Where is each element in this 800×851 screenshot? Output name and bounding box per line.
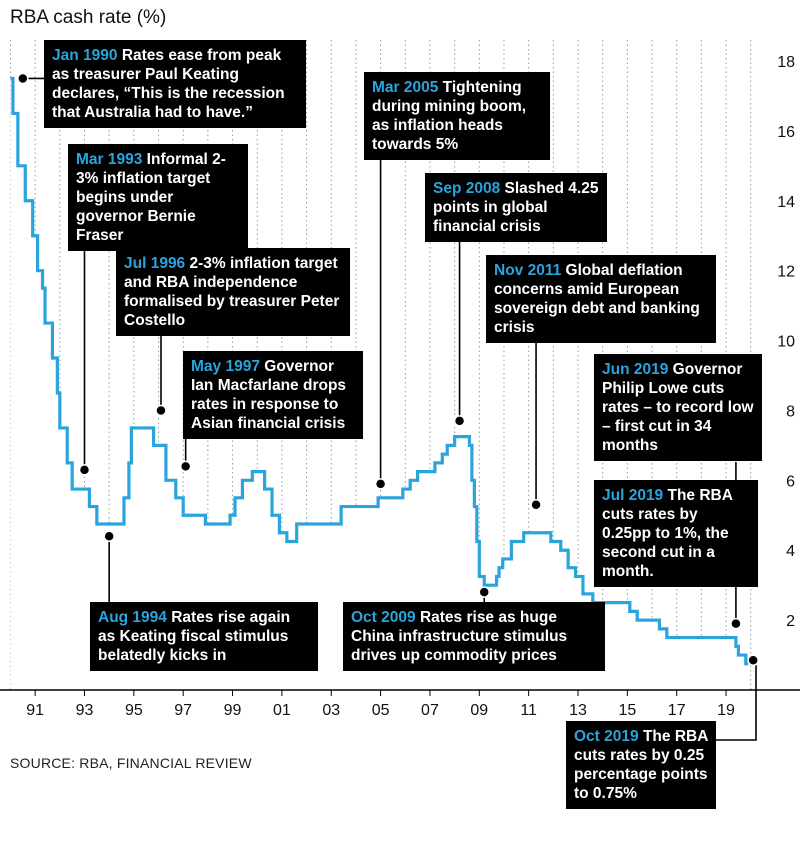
series-area bbox=[10, 78, 749, 690]
series-line bbox=[10, 76, 749, 666]
x-tick-label: 01 bbox=[273, 702, 291, 719]
annotation-date: Jul 1996 bbox=[124, 255, 186, 272]
annotation-jan-1990: Jan 1990 Rates ease from peak as treasur… bbox=[44, 40, 306, 128]
x-tick-label: 11 bbox=[520, 702, 537, 719]
annotation-date: Oct 2009 bbox=[351, 609, 416, 626]
x-axis: 91 93 95 97 99 01 03 05 07 09 11 13 15 17 19 bbox=[0, 689, 800, 719]
annotation-dot bbox=[17, 72, 29, 85]
annotation-oct-2009: Oct 2009 Rates rise as huge China infras… bbox=[343, 602, 605, 671]
annotation-dot bbox=[374, 478, 387, 490]
x-tick-label: 09 bbox=[470, 702, 488, 719]
x-tick-label: 99 bbox=[224, 702, 242, 719]
annotation-date: May 1997 bbox=[191, 358, 260, 375]
y-tick-label: 12 bbox=[777, 264, 795, 281]
annotation-date: Oct 2019 bbox=[574, 728, 639, 745]
annotation-mar-2005: Mar 2005 Tightening during mining boom, … bbox=[364, 72, 550, 160]
annotation-aug-1994: Aug 1994 Rates rise again as Keating fis… bbox=[90, 602, 318, 671]
annotation-oct-2019: Oct 2019 The RBA cuts rates by 0.25 perc… bbox=[566, 721, 716, 809]
y-axis: 2 4 6 8 10 12 14 16 18 bbox=[777, 54, 795, 630]
x-tick-label: 17 bbox=[668, 702, 686, 719]
annotation-text: Governor Ian Macfarlane drops rates in r… bbox=[191, 358, 347, 432]
annotation-nov-2011: Nov 2011 Global deflation concerns amid … bbox=[486, 255, 716, 343]
annotation-date: Nov 2011 bbox=[494, 262, 562, 279]
annotation-dot bbox=[747, 654, 759, 667]
x-tick-label: 19 bbox=[717, 702, 735, 719]
series-line-path bbox=[10, 76, 749, 666]
y-tick-label: 10 bbox=[777, 334, 795, 351]
x-tick-label: 15 bbox=[618, 702, 636, 719]
annotation-text: Rates ease from peak as treasurer Paul K… bbox=[52, 47, 285, 121]
annotation-dot bbox=[78, 464, 91, 476]
x-tick-label: 05 bbox=[372, 702, 390, 719]
y-tick-label: 2 bbox=[786, 613, 795, 630]
annotation-jul-1996: Jul 1996 2-3% inflation target and RBA i… bbox=[116, 248, 350, 336]
annotation-text: 2-3% inflation target and RBA independen… bbox=[124, 255, 340, 329]
area-fill bbox=[10, 78, 749, 690]
annotation-dot bbox=[179, 460, 192, 473]
y-tick-label: 18 bbox=[777, 54, 795, 71]
annotation-date: Jun 2019 bbox=[602, 361, 669, 378]
x-tick-label: 07 bbox=[421, 702, 439, 719]
annotation-sep-2008: Sep 2008 Slashed 4.25 points in global f… bbox=[425, 173, 607, 242]
annotation-dot bbox=[103, 530, 115, 542]
annotation-text: Rates rise as huge China infrastructure … bbox=[351, 609, 568, 664]
annotation-dot bbox=[453, 415, 466, 427]
y-tick-label: 4 bbox=[786, 543, 795, 560]
annotation-dot bbox=[730, 617, 742, 630]
annotation-text: Informal 2-3% inflation target begins un… bbox=[76, 151, 226, 244]
x-tick-label: 95 bbox=[125, 702, 143, 719]
annotation-text: Rates rise again as Keating fiscal stimu… bbox=[98, 609, 291, 664]
annotation-date: Aug 1994 bbox=[98, 609, 167, 626]
x-tick-label: 97 bbox=[174, 702, 192, 719]
annotation-mar-1993: Mar 1993 Informal 2-3% inflation target … bbox=[68, 144, 248, 251]
annotation-dot bbox=[478, 586, 490, 598]
annotation-date: Jan 1990 bbox=[52, 47, 118, 64]
annotation-text: The RBA cuts rates by 0.25pp to 1%, the … bbox=[602, 487, 733, 580]
annotation-text: Global deflation concerns amid European … bbox=[494, 262, 700, 336]
annotation-date: Mar 1993 bbox=[76, 151, 143, 168]
annotation-text: Governor Philip Lowe cuts rates – to rec… bbox=[602, 361, 754, 454]
chart-title: RBA cash rate (%) bbox=[10, 7, 167, 28]
annotation-text: Tightening during mining boom, as inflat… bbox=[372, 79, 527, 153]
annotation-date: Sep 2008 bbox=[433, 180, 501, 197]
y-tick-label: 16 bbox=[777, 124, 795, 141]
annotation-date: Jul 2019 bbox=[602, 487, 664, 504]
x-tick-label: 03 bbox=[322, 702, 340, 719]
annotation-text: Slashed 4.25 points in global financial … bbox=[433, 180, 599, 235]
annotation-jul-2019: Jul 2019 The RBA cuts rates by 0.25pp to… bbox=[594, 480, 758, 587]
annotation-dot bbox=[530, 499, 542, 511]
x-tick-label: 13 bbox=[569, 702, 587, 719]
source-note: SOURCE: RBA, FINANCIAL REVIEW bbox=[10, 755, 252, 771]
y-tick-label: 14 bbox=[777, 194, 795, 211]
annotation-text: The RBA cuts rates by 0.25 percentage po… bbox=[574, 728, 708, 802]
annotation-jun-2019: Jun 2019 Governor Philip Lowe cuts rates… bbox=[594, 354, 762, 461]
y-tick-label: 6 bbox=[786, 473, 795, 490]
x-tick-label: 93 bbox=[76, 702, 94, 719]
annotation-may-1997: May 1997 Governor Ian Macfarlane drops r… bbox=[183, 351, 363, 439]
y-tick-label: 8 bbox=[786, 403, 795, 420]
annotation-dot bbox=[155, 404, 167, 417]
annotation-date: Mar 2005 bbox=[372, 79, 439, 96]
x-tick-label: 91 bbox=[26, 702, 44, 719]
